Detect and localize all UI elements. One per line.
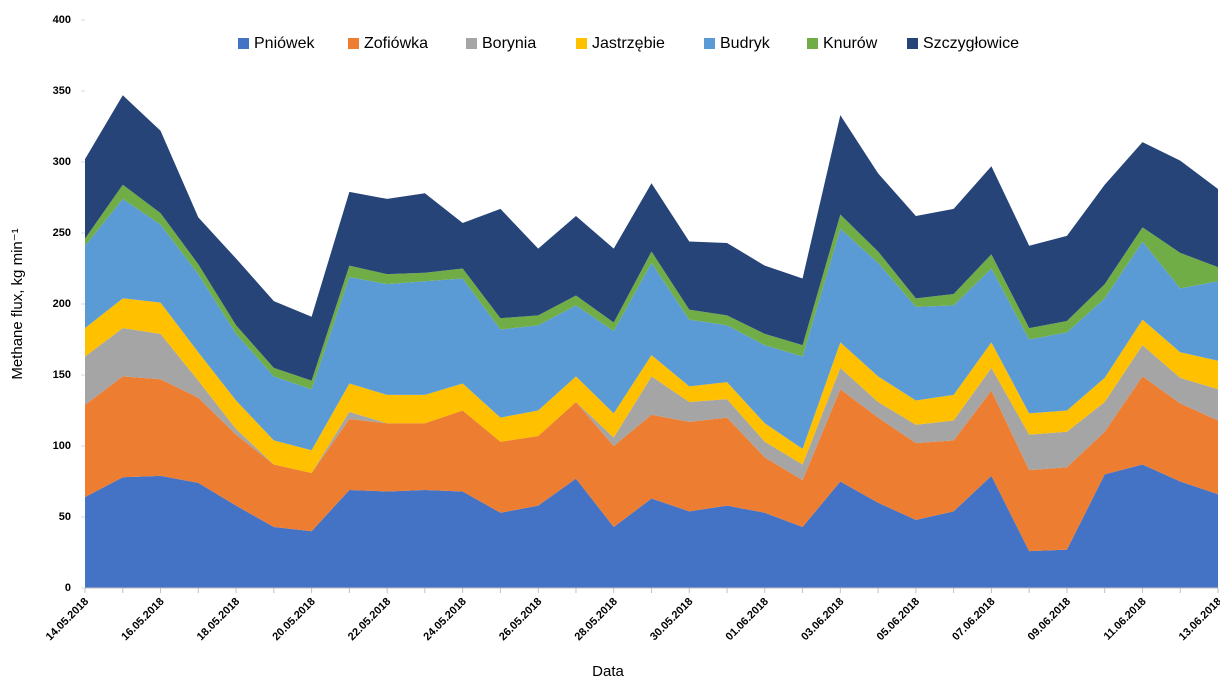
x-tick-label: 20.05.2018 [270, 596, 317, 643]
legend-swatch [576, 38, 587, 49]
legend-label: Borynia [482, 35, 536, 52]
x-tick-label: 18.05.2018 [195, 596, 242, 643]
x-tick-label: 30.05.2018 [648, 596, 695, 643]
x-tick-label: 26.05.2018 [497, 596, 544, 643]
x-tick-label: 16.05.2018 [119, 596, 166, 643]
area [85, 198, 1218, 451]
x-tick-label: 09.06.2018 [1026, 596, 1073, 643]
legend-label: Szczygłowice [923, 35, 1019, 52]
y-tick-label: 250 [53, 227, 71, 239]
y-tick-label: 400 [53, 14, 71, 26]
legend-swatch [907, 38, 918, 49]
legend-swatch [466, 38, 477, 49]
y-tick-label: 200 [53, 298, 71, 310]
area [85, 464, 1218, 588]
x-tick-label: 14.05.2018 [44, 596, 91, 643]
legend-swatch [238, 38, 249, 49]
legend-swatch [348, 38, 359, 49]
x-tick-label: 03.06.2018 [799, 596, 846, 643]
area [85, 328, 1218, 481]
legend-label: Pniówek [254, 35, 315, 52]
x-tick-label: 11.06.2018 [1102, 596, 1149, 643]
x-tick-label: 24.05.2018 [421, 596, 468, 643]
y-tick-label: 100 [53, 440, 71, 452]
x-tick-label: 05.06.2018 [875, 596, 922, 643]
legend-label: Zofiówka [364, 35, 428, 52]
x-tick-label: 01.06.2018 [724, 596, 771, 643]
legend-swatch [807, 38, 818, 49]
y-tick-label: 350 [53, 85, 71, 97]
y-tick-label: 50 [59, 511, 71, 523]
y-tick-label: 300 [53, 156, 71, 168]
x-axis-title: Data [592, 663, 624, 680]
x-tick-label: 13.06.2018 [1177, 596, 1220, 643]
area [85, 95, 1218, 381]
legend-label: Jastrzębie [592, 35, 665, 52]
x-tick-label: 28.05.2018 [572, 596, 619, 643]
legend-label: Budryk [720, 35, 771, 52]
legend-label: Knurów [823, 35, 878, 52]
y-tick-label: 0 [65, 582, 71, 594]
legend-swatch [704, 38, 715, 49]
x-tick-label: 07.06.2018 [950, 596, 997, 643]
area [85, 376, 1218, 552]
y-tick-label: 150 [53, 369, 71, 381]
x-tick-label: 22.05.2018 [346, 596, 393, 643]
y-axis-title: Methane flux, kg min⁻¹ [9, 228, 26, 379]
